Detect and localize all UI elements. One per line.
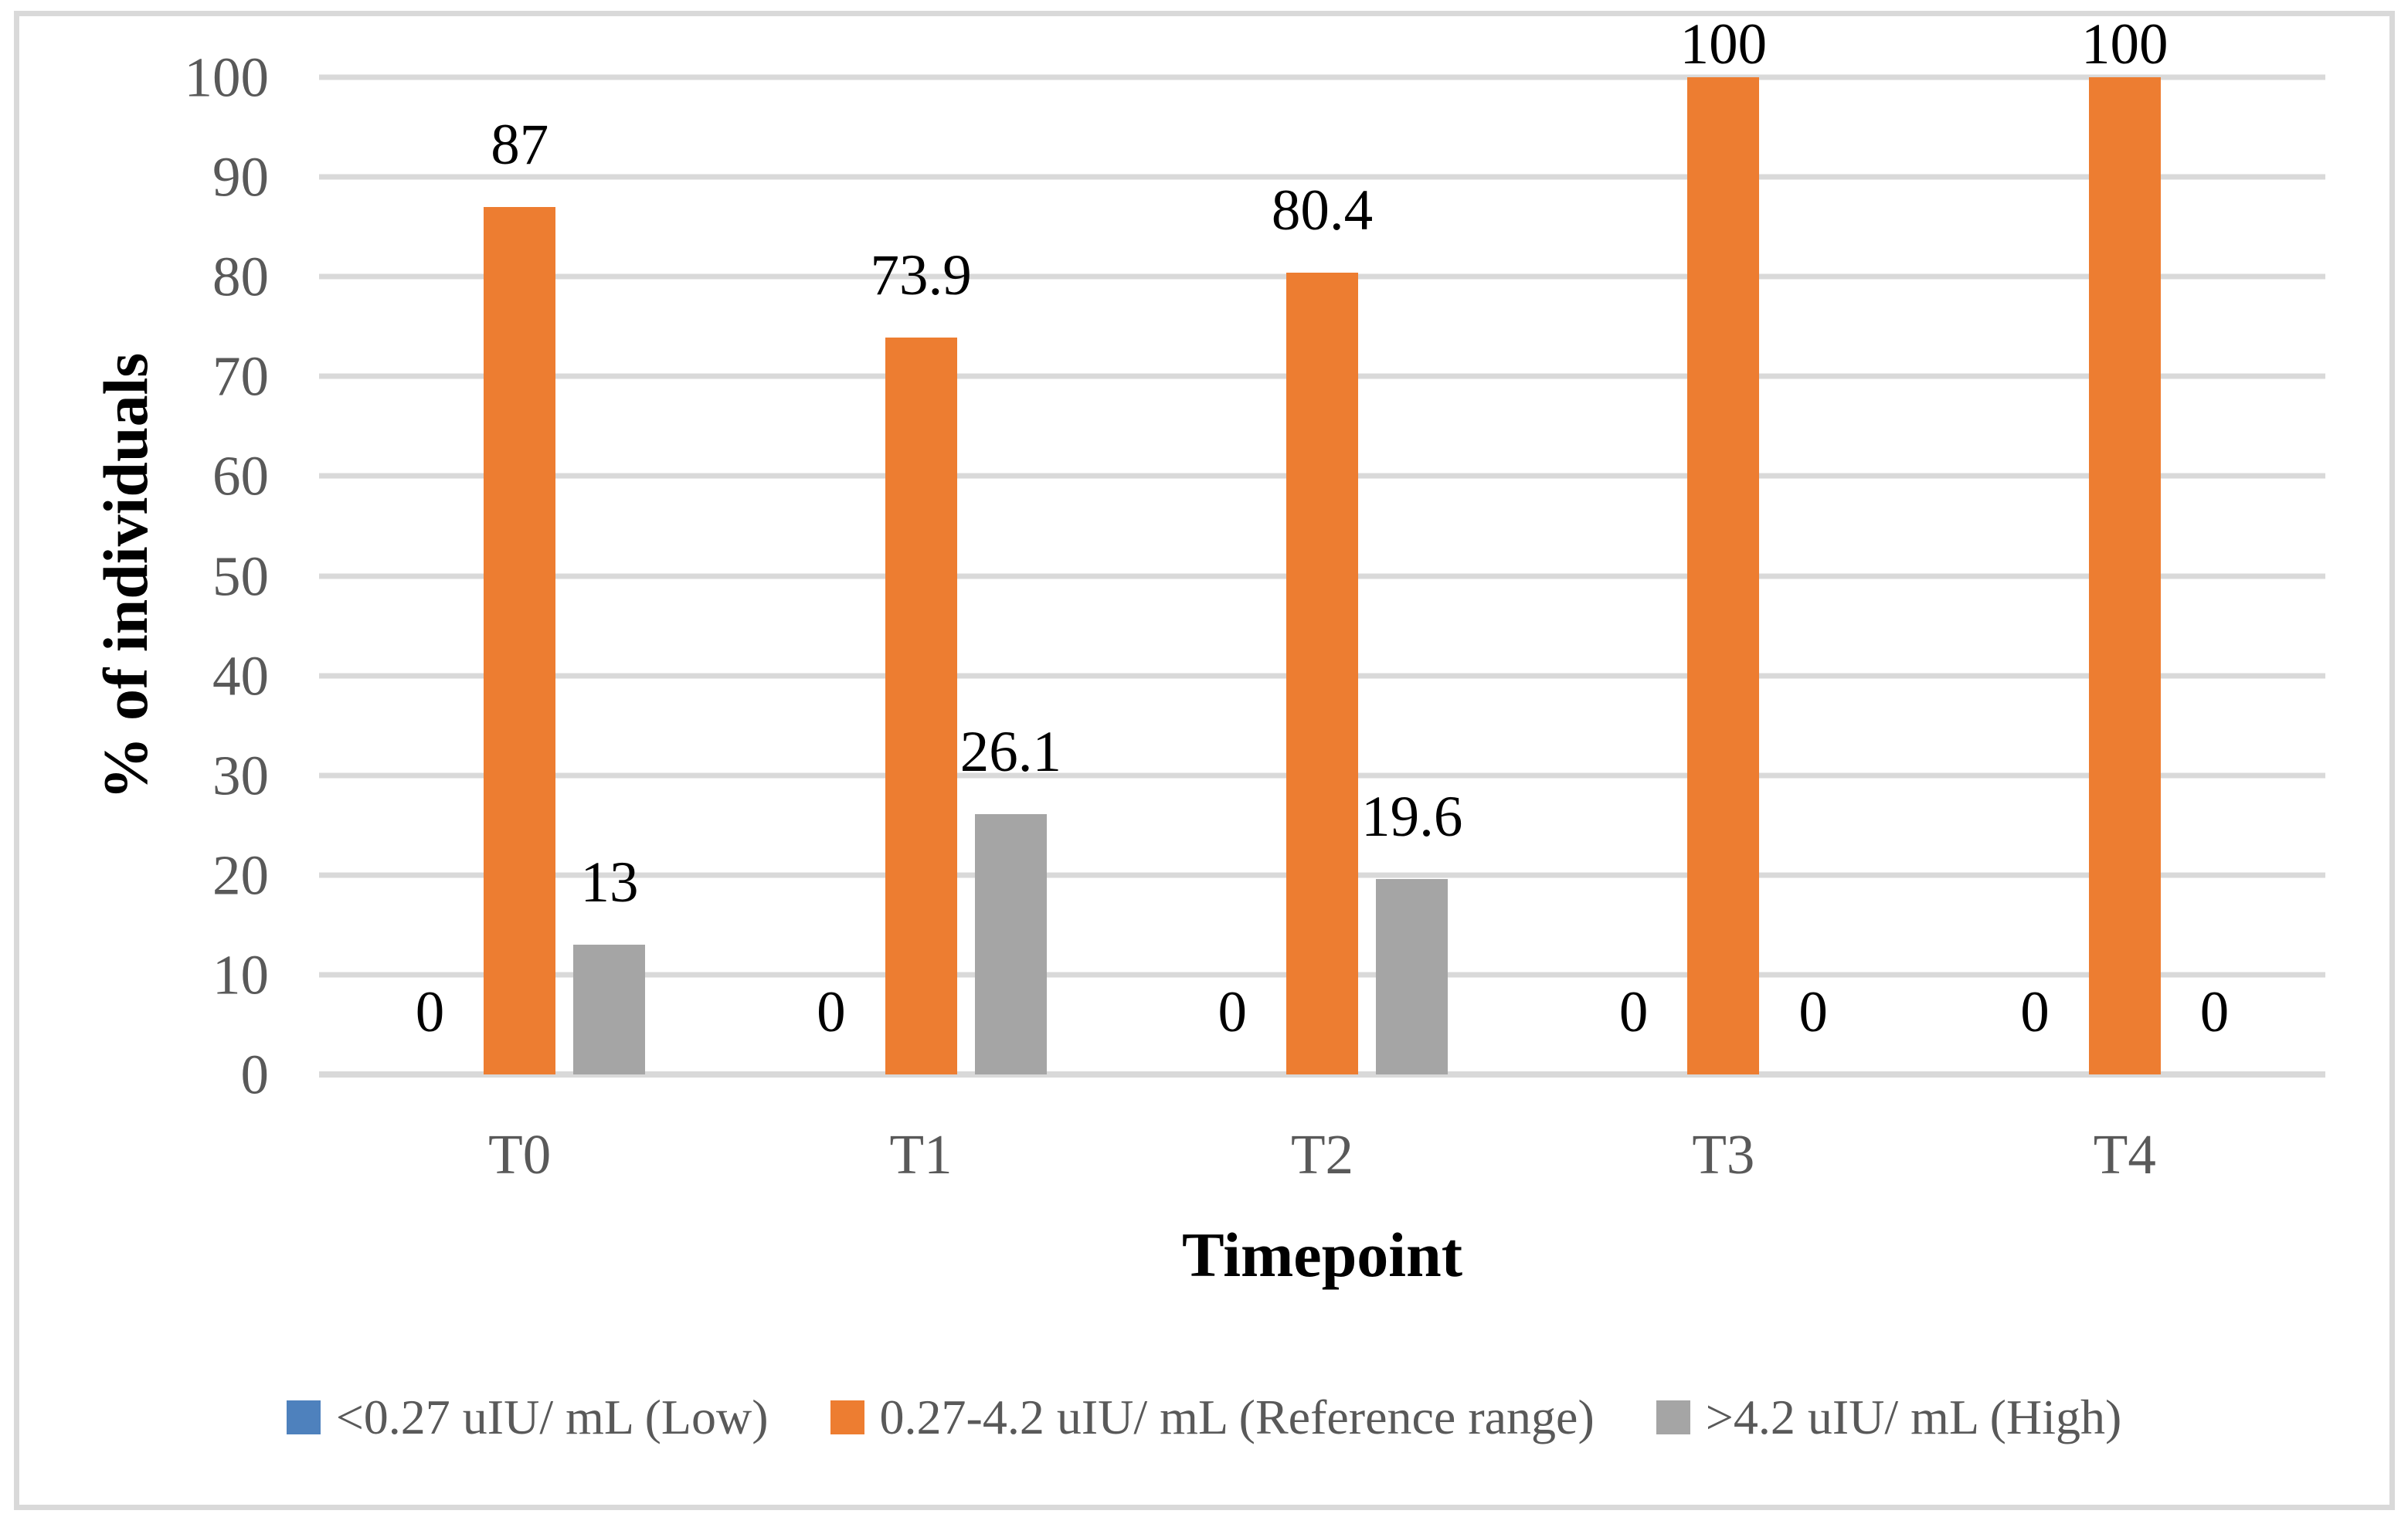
- y-axis-title: % of individuals: [90, 352, 161, 800]
- y-tick-label-40: 40: [212, 644, 269, 708]
- y-tick-label-10: 10: [212, 943, 269, 1006]
- legend-item-0-27-uiu-ml-low: <0.27 uIU/ mL (Low): [286, 1390, 769, 1444]
- x-tick-label-t4: T4: [2093, 1123, 2156, 1186]
- bar-t0-0-27-4-2-uiu-ml-reference-range: [484, 206, 556, 1074]
- data-label-t0-0-27-4-2-uiu-ml-reference-range: 87: [491, 113, 549, 178]
- y-tick-label-0: 0: [240, 1043, 270, 1106]
- legend-swatch-0-27-uiu-ml-low: [286, 1400, 321, 1434]
- chart-border-frame: [14, 11, 2395, 1510]
- data-label-t3-0-27-uiu-ml-low: 0: [1618, 980, 1649, 1045]
- legend: <0.27 uIU/ mL (Low) 0.27-4.2 uIU/ mL (Ref…: [0, 1383, 2408, 1452]
- bar-t1-4-2-uiu-ml-high: [974, 814, 1047, 1074]
- gridline-90: [319, 174, 2325, 180]
- legend-swatch-0-27-4-2-uiu-ml-reference-range: [830, 1400, 864, 1434]
- data-label-t2-4-2-uiu-ml-high: 19.6: [1361, 785, 1463, 850]
- legend-label-0-27-uiu-ml-low: <0.27 uIU/ mL (Low): [335, 1390, 769, 1444]
- legend-label-0-27-4-2-uiu-ml-reference-range: 0.27-4.2 uIU/ mL (Reference range): [879, 1390, 1595, 1444]
- legend-item-0-27-4-2-uiu-ml-reference-range: 0.27-4.2 uIU/ mL (Reference range): [830, 1393, 1595, 1442]
- data-label-t0-0-27-uiu-ml-low: 0: [415, 980, 445, 1045]
- x-axis-line: [319, 1071, 2325, 1078]
- legend-item-4-2-uiu-ml-high: >4.2 uIU/ mL (High): [1656, 1390, 2122, 1444]
- bar-t2-4-2-uiu-ml-high: [1376, 878, 1449, 1074]
- bar-t0-4-2-uiu-ml-high: [573, 945, 646, 1074]
- plot-area: 0 87 13 0 73.9 26.1 0 80.4 19.6 0 100 0 0 100 0: [319, 14, 2325, 1078]
- y-tick-label-60: 60: [212, 444, 269, 507]
- data-label-t1-4-2-uiu-ml-high: 26.1: [959, 720, 1061, 785]
- data-label-t4-4-2-uiu-ml-high: 0: [2199, 980, 2230, 1045]
- x-tick-label-t2: T2: [1290, 1123, 1354, 1186]
- bar-t2-0-27-4-2-uiu-ml-reference-range: [1286, 273, 1358, 1074]
- data-label-t4-0-27-uiu-ml-low: 0: [2020, 980, 2050, 1045]
- data-label-t1-0-27-uiu-ml-low: 0: [817, 980, 846, 1045]
- y-tick-label-50: 50: [212, 545, 269, 607]
- legend-label-4-2-uiu-ml-high: >4.2 uIU/ mL (High): [1705, 1390, 2122, 1444]
- y-tick-label-100: 100: [184, 46, 270, 109]
- data-label-t3-0-27-4-2-uiu-ml-reference-range: 100: [1679, 12, 1768, 77]
- y-tick-label-20: 20: [212, 843, 269, 907]
- data-label-t4-0-27-4-2-uiu-ml-reference-range: 100: [2081, 12, 2169, 77]
- bar-t1-0-27-4-2-uiu-ml-reference-range: [885, 337, 957, 1074]
- y-tick-label-90: 90: [212, 145, 269, 209]
- y-tick-label-30: 30: [212, 744, 269, 807]
- x-axis-title: Timepoint: [1182, 1220, 1462, 1290]
- bar-t4-0-27-4-2-uiu-ml-reference-range: [2088, 77, 2161, 1074]
- x-tick-label-t0: T0: [488, 1123, 552, 1186]
- legend-swatch-4-2-uiu-ml-high: [1656, 1400, 1690, 1434]
- data-label-t3-4-2-uiu-ml-high: 0: [1798, 980, 1828, 1045]
- data-label-t2-0-27-uiu-ml-low: 0: [1218, 980, 1248, 1045]
- data-label-t0-4-2-uiu-ml-high: 13: [580, 850, 639, 915]
- bar-t3-0-27-4-2-uiu-ml-reference-range: [1687, 77, 1760, 1074]
- y-tick-label-80: 80: [212, 245, 269, 308]
- data-label-t1-0-27-4-2-uiu-ml-reference-range: 73.9: [870, 243, 972, 308]
- x-tick-label-t3: T3: [1692, 1123, 1755, 1186]
- x-tick-label-t1: T1: [889, 1123, 953, 1186]
- gridline-100: [319, 74, 2325, 80]
- data-label-t2-0-27-4-2-uiu-ml-reference-range: 80.4: [1271, 178, 1374, 243]
- y-tick-label-70: 70: [212, 345, 269, 408]
